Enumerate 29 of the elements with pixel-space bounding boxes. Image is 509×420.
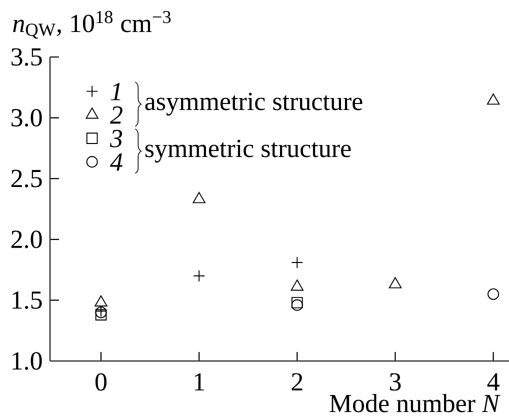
point	[388, 277, 402, 288]
y-tick-label: 3.0	[12, 108, 42, 127]
x-axis-title: Mode number N	[330, 394, 501, 412]
x-tick-label: 0	[95, 373, 107, 391]
annotation: asymmetric structure	[145, 92, 362, 116]
point	[95, 309, 107, 320]
legend-label: 3	[110, 130, 122, 148]
x-tick-label: 4	[487, 373, 500, 390]
point	[94, 295, 108, 307]
point	[486, 94, 500, 105]
y-tick-label: 1.0	[12, 352, 42, 370]
y-tick-label: 2.5	[11, 170, 42, 188]
y-axis-title: n$_{QW}$, 10$^{18}$ cm$^{−3}$	[13, 10, 171, 39]
x-tick-label: 1	[194, 373, 204, 390]
point	[193, 270, 206, 282]
point	[192, 192, 206, 204]
legend-label: 2	[110, 106, 122, 124]
x-tick-label: 3	[390, 373, 401, 391]
point	[488, 288, 500, 300]
annotation: symmetric structure	[145, 140, 351, 163]
point	[291, 299, 303, 311]
y-tick-label: 1.5	[12, 291, 42, 309]
legend-label: 4	[110, 154, 122, 171]
x-tick-label: 2	[292, 373, 302, 390]
y-tick-label: 3.5	[12, 48, 42, 66]
point	[290, 280, 304, 291]
point	[291, 296, 303, 308]
y-tick-label: 2.0	[11, 230, 42, 248]
legend-label: 1	[110, 82, 120, 100]
